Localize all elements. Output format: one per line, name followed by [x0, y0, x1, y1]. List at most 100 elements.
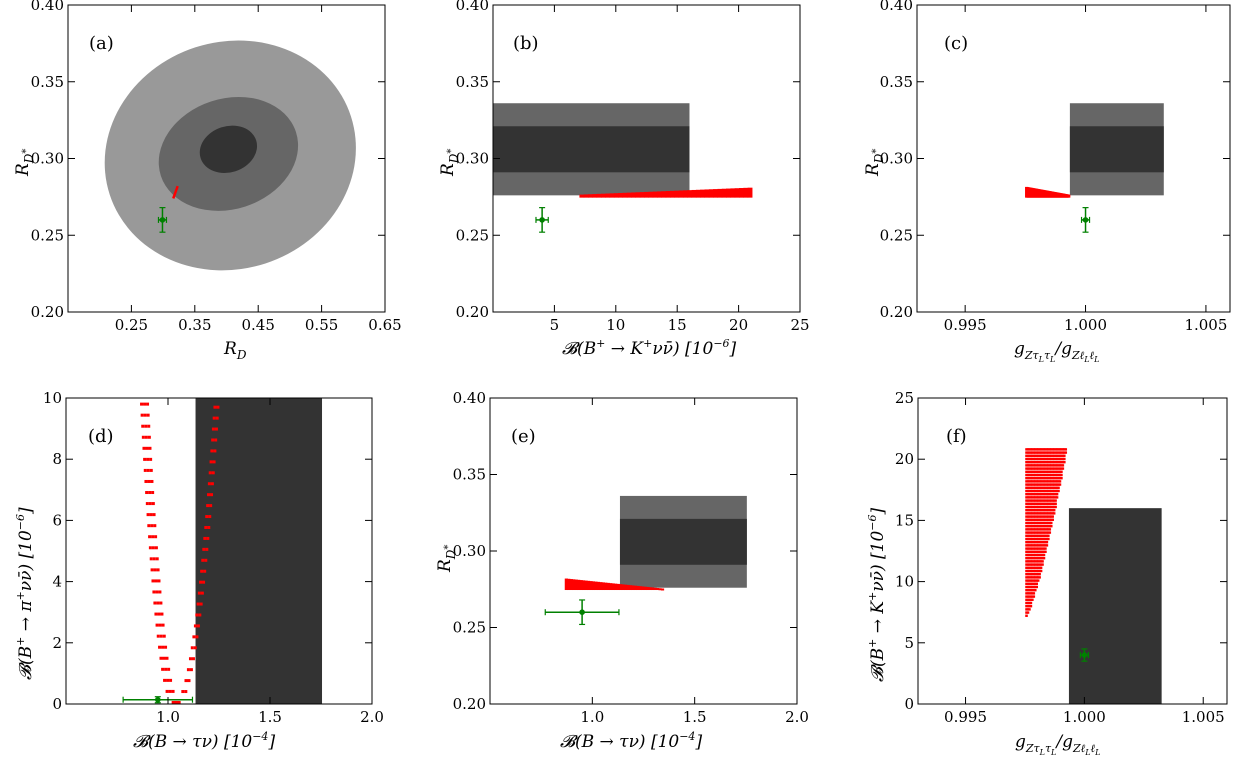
prediction-point: [151, 579, 155, 583]
prediction-point: [1033, 521, 1037, 525]
prediction-point: [1026, 611, 1030, 614]
prediction-point: [1032, 547, 1036, 550]
sm-marker: [539, 217, 545, 223]
prediction-point: [1051, 505, 1054, 509]
prediction-point: [1041, 515, 1044, 518]
prediction-point: [1058, 448, 1062, 451]
prediction-point: [1032, 496, 1036, 499]
prediction-point: [1032, 508, 1036, 512]
prediction-point: [1031, 592, 1034, 595]
prediction-point: [1045, 492, 1049, 496]
prediction-point: [1029, 524, 1033, 528]
prediction-point: [1033, 448, 1037, 451]
prediction-point: [1052, 480, 1056, 483]
prediction-point: [1026, 489, 1030, 493]
prediction-point: [1025, 566, 1028, 569]
prediction-point: [1032, 486, 1036, 489]
prediction-point: [1028, 595, 1031, 598]
prediction-point: [1041, 528, 1044, 531]
prediction-point: [1047, 480, 1050, 483]
prediction-point: [1048, 470, 1052, 473]
prediction-point: [1035, 534, 1038, 537]
prediction-column: [678, 190, 684, 198]
prediction-point: [1044, 473, 1047, 477]
prediction-point: [1049, 524, 1053, 528]
prediction-point: [1048, 524, 1052, 528]
prediction-point: [1044, 528, 1047, 531]
prediction-point: [1031, 579, 1034, 582]
sm-point: [157, 207, 168, 233]
panel-label: (e): [511, 426, 536, 447]
prediction-point: [1039, 460, 1043, 464]
prediction-point: [1042, 476, 1046, 480]
prediction-point: [1039, 512, 1043, 515]
y-tick-label: 4: [52, 573, 62, 591]
prediction-point: [1033, 588, 1037, 592]
prediction-point: [1041, 483, 1044, 486]
prediction-point: [1047, 496, 1050, 499]
prediction-point: [1036, 521, 1040, 525]
prediction-point: [1042, 492, 1046, 496]
prediction-point: [1026, 556, 1030, 560]
prediction-point: [1036, 563, 1040, 566]
prediction-point: [1039, 515, 1043, 518]
axes: 5 10 15 20 25 0.20 0.25 0.30 0.35 0.40: [456, 0, 810, 334]
plot-area: [493, 103, 753, 233]
y-tick-label: 10: [43, 389, 62, 407]
axes: 1.0 1.5 2.0 0 2 4 6 8 10: [43, 389, 384, 726]
prediction-point: [1036, 492, 1040, 496]
prediction-point: [1036, 499, 1040, 502]
panel-f: (f) gZτLτL/gZℓLℓL 𝓑(B+ → K+νν̄) [10−6] 0…: [866, 389, 1228, 757]
prediction-point: [147, 479, 151, 483]
prediction-point: [1028, 534, 1031, 537]
prediction-column: [572, 579, 576, 591]
prediction-point: [1052, 499, 1056, 502]
prediction-column: [626, 192, 632, 198]
x-tick-label: 0.995: [944, 316, 987, 334]
prediction-point: [1039, 448, 1043, 451]
prediction-point: [151, 502, 155, 506]
prediction-point: [1045, 473, 1049, 477]
prediction-column: [594, 581, 598, 591]
prediction-point: [1036, 448, 1040, 451]
prediction-point: [1031, 473, 1034, 477]
prediction-point: [1032, 595, 1036, 598]
prediction-column: [657, 191, 662, 198]
plot-frame: [65, 397, 373, 705]
prediction-point: [154, 546, 158, 550]
prediction-point: [1029, 579, 1033, 582]
x-axis-label: 𝓑(B+ → K+νν̄) [10−6]: [562, 337, 737, 359]
prediction-point: [1057, 489, 1060, 493]
prediction-point: [1033, 502, 1037, 505]
prediction-point: [1038, 486, 1041, 489]
prediction-point: [1055, 457, 1059, 461]
prediction-point: [1036, 560, 1040, 563]
prediction-point: [1028, 476, 1031, 480]
prediction-point: [1051, 496, 1054, 499]
y-tick-label: 0.25: [453, 619, 486, 637]
prediction-point: [1026, 553, 1030, 557]
prediction-point: [1025, 448, 1028, 451]
prediction-point: [1038, 534, 1041, 537]
prediction-point: [1033, 556, 1037, 560]
prediction-point: [1025, 585, 1028, 589]
prediction-point: [1051, 502, 1054, 505]
prediction-point: [1044, 505, 1047, 509]
prediction-point: [1045, 467, 1049, 470]
prediction-point: [210, 449, 214, 453]
x-tick-label: 10: [606, 316, 625, 334]
prediction-point: [1061, 451, 1065, 454]
prediction-point: [1051, 518, 1054, 521]
prediction-point: [1032, 483, 1036, 486]
prediction-point: [1029, 544, 1033, 547]
prediction-point: [1044, 544, 1047, 547]
prediction-point: [1048, 518, 1052, 521]
prediction-point: [1051, 473, 1054, 477]
prediction-point: [1042, 540, 1046, 544]
prediction-point: [1032, 531, 1036, 534]
prediction-point: [1029, 598, 1033, 601]
prediction-point: [1025, 576, 1028, 579]
prediction-point: [171, 689, 175, 693]
prediction-point: [1038, 569, 1041, 573]
prediction-point: [1028, 576, 1031, 579]
